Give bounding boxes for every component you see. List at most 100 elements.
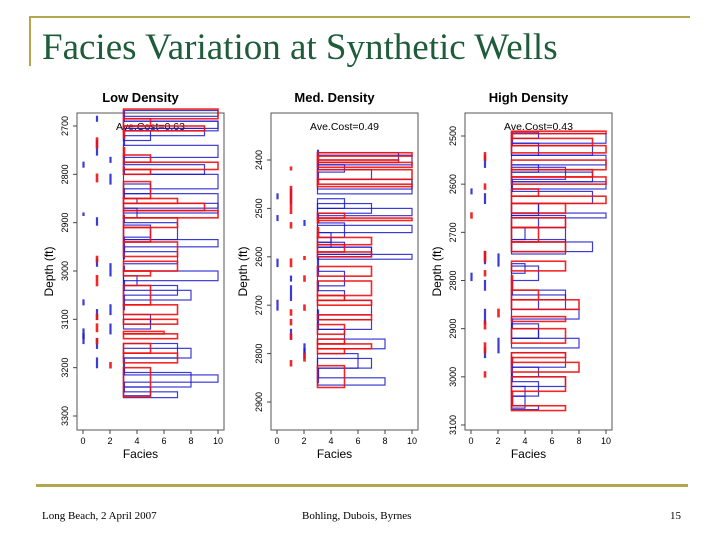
realization-layer (82, 328, 85, 345)
actual-facies-layer (510, 327, 567, 344)
x-tick-label: 2 (301, 436, 306, 446)
realization-layer (470, 272, 473, 282)
realization-layer (510, 226, 526, 241)
x-tick-label: 6 (549, 436, 554, 446)
actual-facies-layer (289, 309, 293, 316)
realization-layer (95, 357, 99, 369)
realization-layer (316, 299, 373, 316)
actual-facies-layer (122, 366, 152, 398)
actual-facies-layer (289, 166, 293, 171)
top-rule (30, 16, 690, 18)
ave-cost-annotation: Ave.Cost=0.63 (116, 121, 185, 133)
realization-layer (82, 299, 85, 306)
actual-facies-layer (122, 333, 179, 340)
realization-layer (122, 251, 179, 265)
actual-facies-layer (122, 146, 126, 156)
actual-facies-layer (95, 323, 99, 333)
y-tick-label: 2800 (60, 164, 70, 184)
realization-layer (510, 323, 540, 339)
y-tick-label: 2800 (448, 270, 458, 290)
realization-layer (510, 202, 540, 214)
actual-facies-layer (510, 168, 594, 178)
x-axis-label: Facies (317, 447, 352, 461)
ave-cost-annotation: Ave.Cost=0.49 (310, 121, 379, 133)
realization-layer (276, 215, 279, 222)
x-tick-label: 4 (522, 436, 527, 446)
y-tick-label: 2700 (254, 295, 264, 315)
actual-facies-layer (122, 108, 219, 120)
x-tick-label: 6 (355, 436, 360, 446)
actual-facies-layer (289, 333, 293, 340)
realization-layer (510, 241, 594, 253)
y-tick-label: 2600 (254, 247, 264, 267)
realization-layer (82, 212, 85, 217)
x-tick-label: 8 (576, 436, 581, 446)
actual-facies-layer (289, 222, 293, 229)
y-tick-label: 2500 (254, 198, 264, 218)
actual-facies-layer (510, 351, 567, 359)
realization-layer (510, 190, 594, 205)
left-rule (29, 16, 31, 66)
actual-facies-layer (303, 304, 306, 311)
realization-layer (316, 377, 386, 386)
y-tick-label: 2400 (254, 150, 264, 170)
actual-facies-layer (289, 185, 293, 215)
actual-facies-layer (510, 390, 514, 407)
y-tick-label: 2900 (254, 392, 264, 412)
y-tick-label: 2800 (254, 344, 264, 364)
realization-layer (510, 217, 540, 229)
realization-layer (316, 328, 346, 345)
x-tick-label: 0 (80, 436, 85, 446)
y-tick-label: 2900 (60, 213, 70, 233)
actual-facies-layer (95, 255, 99, 263)
actual-facies-layer (510, 202, 567, 214)
plot-frame (464, 112, 613, 431)
actual-facies-layer (510, 176, 607, 185)
actual-facies-layer (510, 188, 540, 198)
actual-facies-layer (483, 342, 487, 354)
slide-title: Facies Variation at Synthetic Wells (42, 27, 558, 68)
footer-authors: Bohling, Dubois, Byrnes (302, 510, 412, 522)
realization-layer (109, 156, 112, 163)
realization-layer (316, 270, 346, 287)
y-tick-label: 2700 (448, 222, 458, 242)
actual-facies-layer (122, 304, 179, 316)
actual-facies-layer (510, 195, 607, 205)
chart-title: Low Density (102, 90, 179, 105)
actual-facies-layer (122, 209, 219, 219)
page-number: 15 (670, 510, 681, 522)
actual-facies-layer (122, 130, 126, 139)
bottom-rule (36, 484, 688, 487)
realization-layer (497, 337, 500, 354)
chart-title: High Density (489, 90, 569, 105)
actual-facies-layer (510, 260, 567, 272)
x-tick-label: 4 (134, 436, 139, 446)
actual-facies-layer (289, 318, 293, 326)
realization-layer (470, 188, 473, 195)
y-tick-label: 2700 (60, 116, 70, 136)
actual-facies-layer (122, 154, 152, 164)
realization-layer (276, 258, 279, 268)
actual-facies-layer (122, 161, 219, 171)
realization-layer (510, 145, 594, 156)
actual-facies-layer (316, 299, 373, 306)
realization-layer (316, 164, 346, 173)
actual-facies-layer (510, 376, 567, 393)
actual-facies-layer (316, 217, 413, 222)
realization-layer (483, 193, 487, 205)
actual-facies-layer (303, 275, 306, 282)
actual-facies-layer (316, 323, 346, 336)
realization-layer (497, 253, 500, 267)
actual-facies-layer (510, 315, 567, 323)
actual-facies-layer (510, 130, 607, 135)
actual-facies-layer (122, 168, 152, 176)
actual-facies-layer (510, 241, 567, 253)
charts-area: Low DensityAve.Cost=0.632700280029003000… (42, 90, 613, 461)
actual-facies-layer (316, 226, 320, 239)
realization-layer (303, 343, 306, 355)
x-tick-label: 10 (407, 436, 417, 446)
y-tick-label: 2900 (448, 319, 458, 339)
actual-facies-layer (122, 318, 179, 325)
plot-frame (270, 112, 419, 431)
actual-facies-layer (95, 137, 99, 149)
